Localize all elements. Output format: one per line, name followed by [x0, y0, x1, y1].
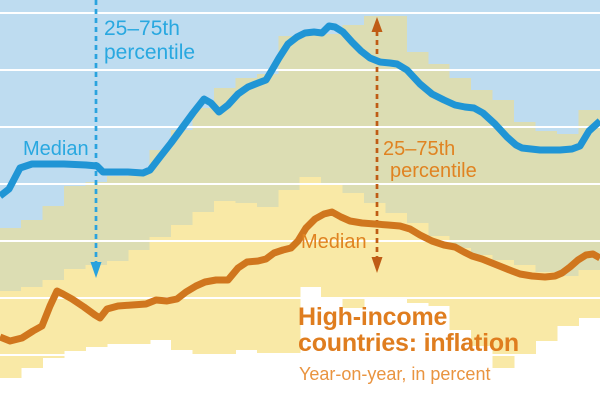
blue-band-label-line1: 25–75th: [104, 17, 180, 40]
yellow-band-step: [235, 203, 258, 350]
blue-band-step: [192, 0, 215, 108]
band-overlap-step: [235, 78, 258, 203]
yellow-band-step: [556, 276, 579, 326]
blue-band-step: [535, 0, 558, 131]
yellow-band-step: [149, 237, 172, 340]
blue-band-step: [106, 0, 129, 176]
band-overlap-step: [213, 88, 237, 201]
blue-band-step: [428, 0, 451, 64]
yellow-band-step: [385, 213, 408, 297]
chart-title-line1: High-income: [298, 303, 448, 331]
blue-band-step: [578, 0, 600, 110]
chart-title-line2: countries: inflation: [298, 329, 520, 357]
yellow-band-step: [171, 225, 194, 350]
yellow-band-step: [63, 269, 87, 351]
blue-band-step: [492, 0, 515, 100]
yellow-band-step: [0, 291, 22, 378]
yellow-band-step: [428, 236, 451, 306]
yellow-band-step: [256, 207, 279, 353]
yellow-band-step: [42, 280, 65, 358]
orange-percentile-arrow-head: [371, 257, 383, 273]
blue-band-step: [406, 0, 429, 52]
blue-band-step: [256, 0, 279, 74]
yellow-band-step: [278, 190, 301, 353]
band-overlap-step: [106, 176, 129, 261]
blue-band-label: 25–75th percentile: [104, 17, 195, 64]
band-overlap-step: [471, 90, 494, 255]
band-overlap-step: [321, 34, 344, 183]
blue-band-step: [128, 0, 151, 171]
band-overlap-step: [278, 36, 301, 190]
blue-median-label: Median: [23, 138, 89, 160]
yellow-band-step: [471, 255, 494, 346]
orange-band-label-line2: percentile: [390, 160, 477, 182]
band-overlap-step: [21, 220, 44, 287]
band-overlap-step: [42, 206, 65, 280]
yellow-band-step: [492, 260, 515, 368]
blue-band-step: [63, 0, 87, 186]
orange-median-label: Median: [301, 231, 367, 253]
band-overlap-step: [556, 134, 579, 276]
band-overlap-step: [149, 150, 172, 237]
blue-percentile-arrow-head: [90, 262, 102, 278]
orange-median-line: [0, 208, 600, 345]
band-overlap-step: [256, 74, 279, 207]
band-overlap-step: [192, 108, 215, 212]
orange-band-label: 25–75th percentile: [383, 139, 477, 181]
blue-band-step: [235, 0, 258, 78]
yellow-band-step: [363, 203, 387, 297]
band-overlap-step: [299, 32, 322, 177]
blue-band-step: [556, 0, 579, 134]
blue-band-step: [42, 0, 65, 206]
yellow-band-step: [406, 223, 429, 303]
yellow-band-step: [449, 248, 472, 330]
yellow-band-step: [535, 272, 558, 341]
band-overlap-step: [0, 228, 22, 291]
yellow-band-step: [513, 265, 537, 356]
band-overlap-step: [513, 122, 537, 265]
yellow-band-step: [106, 261, 129, 344]
yellow-band-step: [299, 177, 322, 287]
orange-band-label-line1: 25–75th: [383, 138, 456, 160]
chart-title: High-income countries: inflation: [298, 304, 519, 356]
chart-subtitle: Year-on-year, in percent: [299, 364, 491, 384]
band-overlap-step: [63, 186, 87, 269]
band-overlap-step: [578, 110, 600, 270]
yellow-band-step: [578, 270, 600, 318]
blue-median-line: [0, 22, 600, 199]
blue-band-step: [213, 0, 237, 88]
blue-band-step: [278, 0, 301, 36]
band-overlap-step: [128, 171, 151, 250]
blue-band-step: [21, 0, 44, 220]
band-overlap-step: [406, 52, 429, 223]
blue-band-step: [149, 0, 172, 150]
band-overlap-step: [171, 130, 194, 225]
blue-band-label-line2: percentile: [104, 40, 196, 64]
blue-band-step: [513, 0, 537, 122]
yellow-band-step: [85, 265, 108, 347]
orange-percentile-arrow-head: [371, 17, 383, 32]
band-overlap-step: [342, 25, 365, 193]
blue-band-step: [171, 0, 194, 130]
blue-band-step: [449, 0, 472, 78]
blue-band-step: [299, 0, 322, 32]
band-overlap-step: [535, 131, 558, 272]
blue-band-step: [471, 0, 494, 90]
band-overlap-step: [428, 64, 451, 236]
band-overlap-step: [449, 78, 472, 248]
band-overlap-step: [85, 182, 108, 265]
